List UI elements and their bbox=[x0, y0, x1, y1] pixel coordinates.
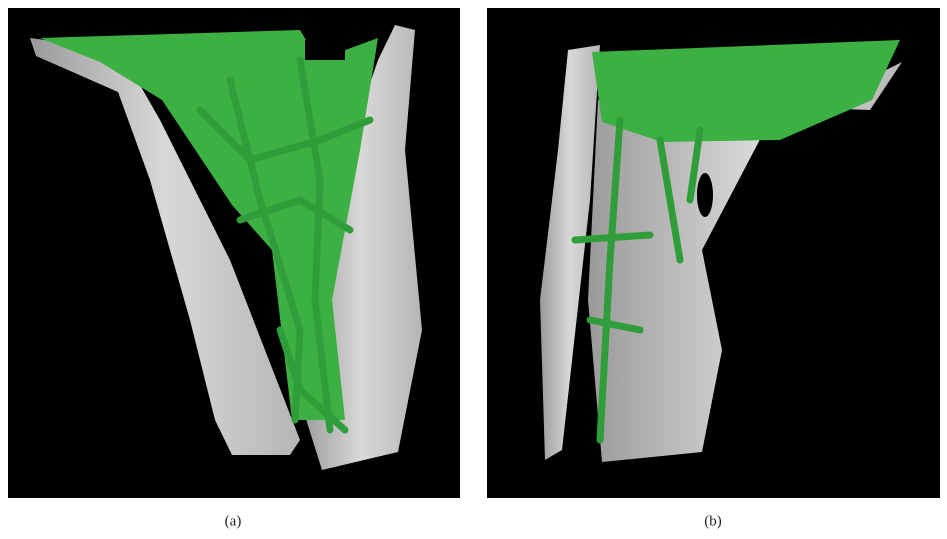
bone-left-wall bbox=[30, 38, 300, 455]
render-hole bbox=[697, 173, 713, 217]
panel-a bbox=[8, 8, 460, 498]
bone-left-wall bbox=[540, 45, 600, 460]
panel-label: (b) bbox=[704, 513, 722, 529]
vessel-branches bbox=[571, 116, 704, 444]
panel-label: (a) bbox=[225, 513, 242, 529]
panel-b bbox=[487, 8, 940, 498]
vessel-mass bbox=[592, 40, 900, 142]
vessel-mass bbox=[40, 30, 378, 420]
bone-main bbox=[588, 38, 918, 462]
render-hole bbox=[305, 40, 345, 60]
vessel-branches bbox=[196, 56, 374, 434]
